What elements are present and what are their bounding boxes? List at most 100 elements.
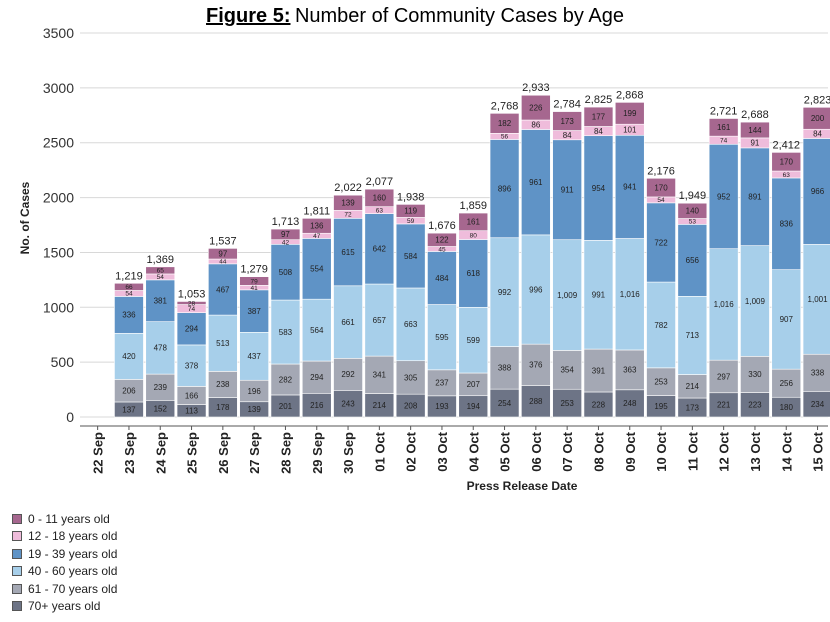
bar-segment [583,348,614,393]
segment-value-label: 294 [185,325,199,334]
bar-segment [802,391,830,418]
segment-value-label: 41 [251,285,259,292]
bar-segment [458,306,489,374]
x-tick-label: 27 Sep [247,432,262,474]
legend-item: 0 - 11 years old [12,510,117,528]
bar-segment [614,134,645,239]
y-tick-label: 500 [51,354,75,370]
bar-segment [239,276,269,286]
bar-segment [552,139,582,241]
x-tick-label: 06 Oct [529,431,544,471]
y-tick-label: 2500 [43,135,74,151]
bar-segment [708,118,739,137]
segment-value-label: 363 [623,366,637,375]
segment-value-label: 253 [654,378,668,387]
bar-segment [364,355,395,394]
x-tick-label: 01 Oct [372,431,387,471]
x-tick-label: 03 Oct [435,431,450,471]
bar-segment [489,113,520,134]
legend-swatch [12,566,22,577]
legend-item: 70+ years old [12,598,117,616]
x-tick-label: 11 Oct [685,431,700,471]
bar-total-label: 1,949 [679,190,707,202]
bar-total-label: 1,219 [115,270,143,282]
segment-value-label: 195 [654,402,668,411]
x-axis-title: Press Release Date [467,479,578,493]
segment-value-label: 97 [281,230,290,239]
segment-value-label: 1,016 [620,290,641,299]
segment-value-label: 152 [154,404,168,413]
segment-value-label: 28 [188,300,196,307]
segment-value-label: 243 [341,399,355,408]
segment-value-label: 80 [470,232,478,239]
segment-value-label: 137 [122,405,136,414]
segment-value-label: 583 [279,328,293,337]
segment-value-label: 208 [404,401,418,410]
bar-segment [489,139,520,239]
segment-value-label: 354 [560,366,574,375]
segment-value-label: 144 [748,126,762,135]
segment-value-label: 193 [435,402,449,411]
bar-segment [270,363,301,396]
segment-value-label: 44 [219,259,227,266]
segment-value-label: 381 [154,297,168,306]
bar-segment [614,102,645,125]
legend-swatch [12,531,22,542]
segment-value-label: 554 [310,265,324,274]
segment-value-label: 113 [185,407,198,416]
bar-segment [583,106,614,127]
bar-segment [395,287,426,362]
y-tick-label: 3500 [43,25,74,41]
bar-segment [114,332,144,380]
legend-swatch [12,513,22,524]
bar-segment [771,152,802,172]
segment-value-label: 136 [310,222,324,231]
bar-total-label: 2,721 [710,105,738,117]
segment-value-label: 66 [125,284,133,291]
segment-value-label: 214 [686,382,700,391]
legend-label: 0 - 11 years old [28,511,110,526]
bar-segment [521,385,551,418]
segment-value-label: 282 [279,375,293,384]
segment-value-label: 336 [122,311,136,320]
bar-segment [208,263,238,316]
segment-value-label: 420 [122,352,136,361]
segment-value-label: 177 [592,113,606,122]
segment-value-label: 228 [592,400,606,409]
bar-segment [301,218,332,234]
segment-value-label: 237 [435,379,449,388]
bar-segment [552,111,582,131]
bar-segment [176,312,207,346]
segment-value-label: 238 [216,380,230,389]
bar-segment [677,224,708,297]
legend-label: 70+ years old [28,599,101,614]
y-tick-label: 0 [66,409,74,425]
x-tick-label: 12 Oct [717,431,732,471]
bar-total-label: 2,868 [616,89,644,101]
segment-value-label: 139 [247,405,261,414]
bar-segment [489,237,520,347]
segment-value-label: 180 [780,403,794,412]
bar-segment [333,285,363,359]
bar-segment [552,388,582,418]
segment-value-label: 297 [717,372,731,381]
bar-segment [489,388,520,418]
segment-value-label: 656 [686,256,700,265]
segment-value-label: 91 [750,139,759,148]
segment-value-label: 56 [501,134,509,141]
segment-value-label: 907 [780,315,794,324]
legend-label: 61 - 70 years old [28,581,118,596]
segment-value-label: 178 [216,403,230,412]
bar-segment [176,301,207,305]
segment-value-label: 248 [623,399,637,408]
segment-value-label: 200 [811,114,825,123]
bar-segment [395,360,426,395]
bar-segment [521,94,551,121]
bar-segment [145,266,176,275]
bar-segment [208,248,238,260]
segment-value-label: 139 [341,199,355,208]
segment-value-label: 182 [498,119,512,128]
bar-segment [301,238,332,300]
bar-segment [708,143,739,250]
segment-value-label: 122 [435,236,449,245]
